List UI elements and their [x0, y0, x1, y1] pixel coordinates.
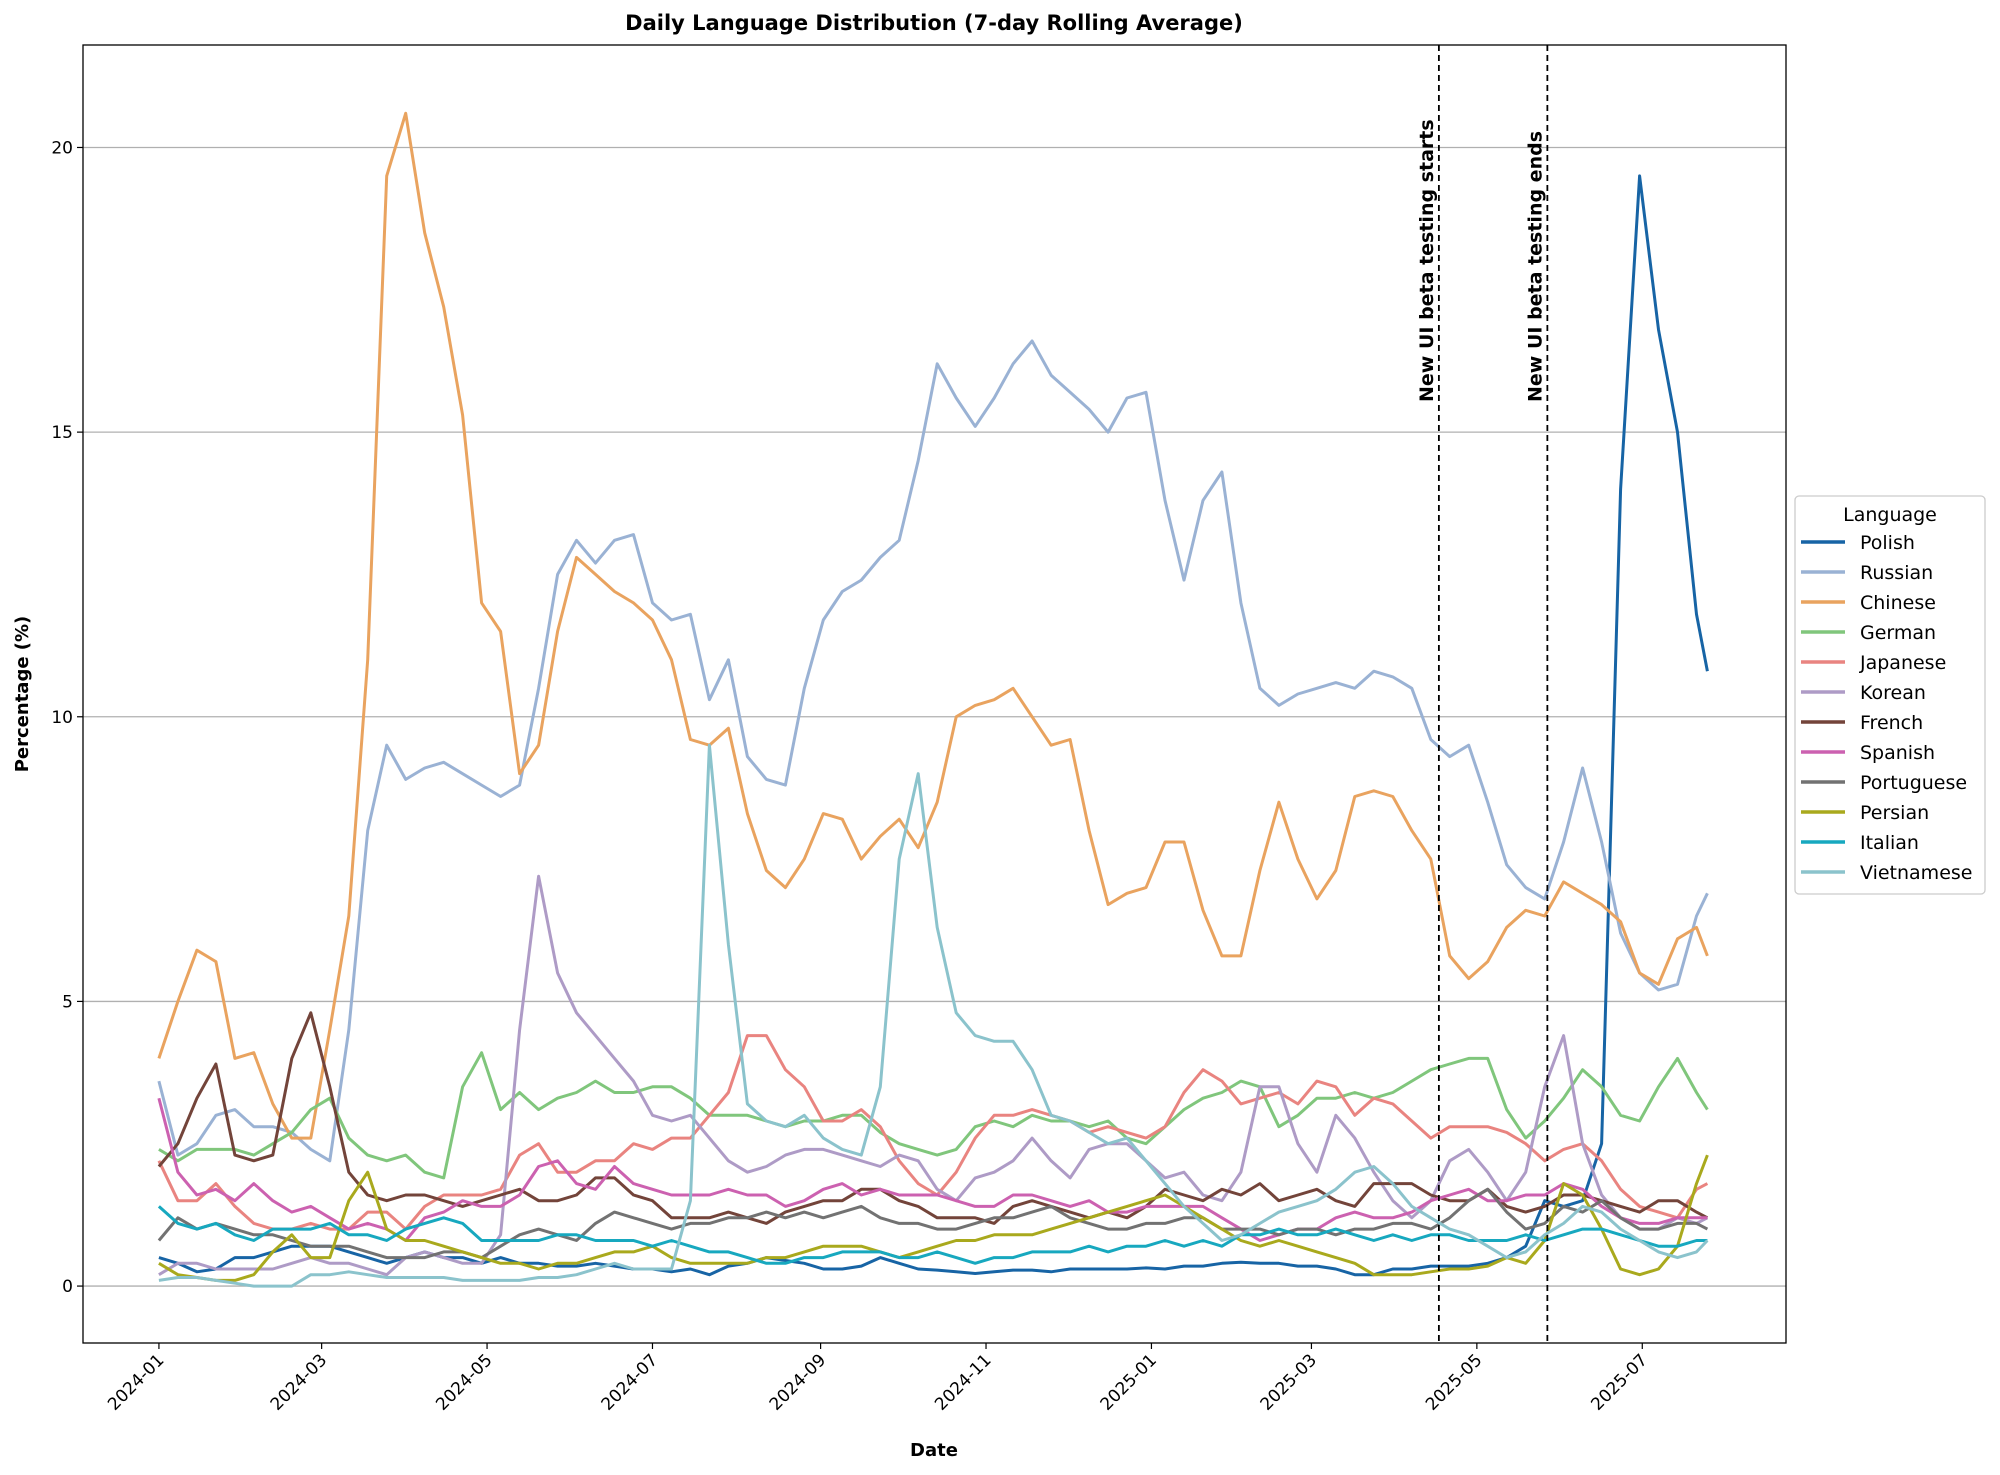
series-line-portuguese: [157, 1187, 1709, 1260]
series-line-german: [158, 1051, 1709, 1180]
series-line-russian: [157, 339, 1709, 1163]
series-line-chinese: [157, 111, 1709, 1140]
legend-label-persian: Persian: [1860, 802, 1929, 824]
series-lines: [157, 111, 1709, 1288]
y-tick-label: 10: [51, 708, 73, 728]
series-line-persian: [158, 1154, 1709, 1282]
y-tick-label: 5: [62, 992, 73, 1012]
plot-frame: [82, 44, 1787, 1344]
legend-label-polish: Polish: [1860, 532, 1915, 554]
legend-label-japanese: Japanese: [1859, 652, 1946, 674]
series-line-korean: [158, 874, 1709, 1277]
y-axis-label: Percentage (%): [12, 616, 33, 773]
legend: Language Polish Russian Chinese German Japan…: [1794, 495, 1986, 895]
annotation-lines: New UI beta testing starts New UI beta te…: [1416, 45, 1549, 1343]
legend-label-spanish: Spanish: [1860, 742, 1935, 764]
annotation-label: New UI beta testing ends: [1524, 131, 1546, 402]
legend-box: [1794, 495, 1986, 895]
legend-title: Language: [1843, 504, 1937, 526]
legend-label-german: German: [1860, 622, 1936, 644]
y-axis-ticks: 0 5 10 15 20: [51, 138, 83, 1297]
y-tick-label: 20: [51, 138, 73, 158]
series-line-vietnamese: [158, 743, 1709, 1288]
chart-title: Daily Language Distribution (7-day Rolli…: [625, 11, 1243, 35]
y-tick-label: 0: [62, 1277, 73, 1297]
legend-label-chinese: Chinese: [1860, 592, 1936, 614]
annotation-label: New UI beta testing starts: [1416, 119, 1438, 402]
legend-label-korean: Korean: [1860, 682, 1926, 704]
legend-label-portuguese: Portuguese: [1860, 772, 1967, 794]
series-line-french: [157, 1011, 1709, 1225]
legend-label-vietnamese: Vietnamese: [1860, 862, 1972, 884]
legend-label-russian: Russian: [1860, 562, 1933, 584]
legend-label-french: French: [1860, 712, 1923, 734]
x-axis-label: Date: [910, 1440, 958, 1461]
y-tick-label: 15: [51, 423, 73, 443]
grid-lines: [83, 146, 1786, 1287]
legend-label-italian: Italian: [1860, 832, 1919, 854]
series-line-italian: [157, 1205, 1708, 1265]
